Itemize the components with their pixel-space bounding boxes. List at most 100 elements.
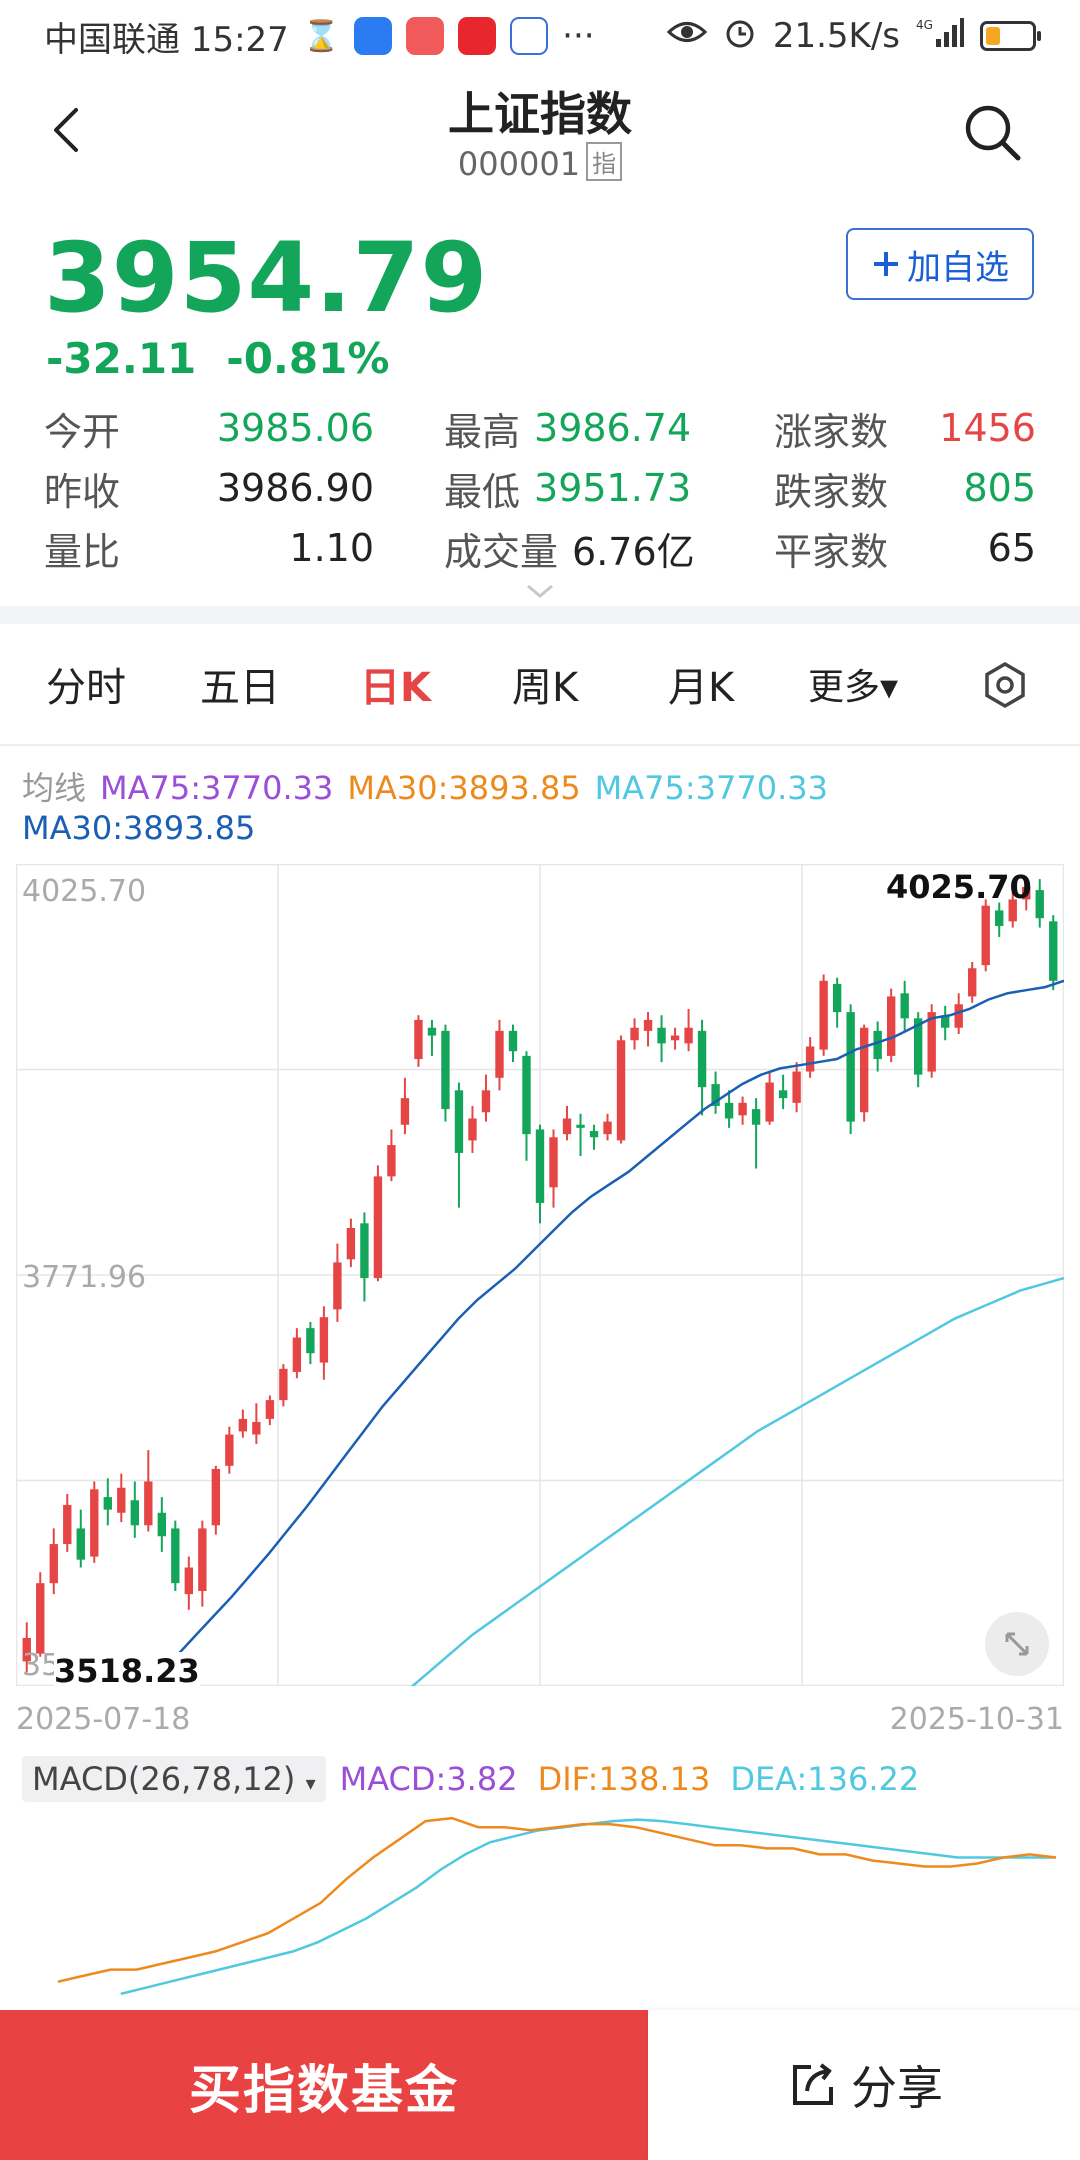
candle-body [697,1030,707,1088]
stock-code: 000001 指 [0,142,1080,183]
candle-body [1035,890,1044,919]
battery-icon [980,21,1041,51]
candle-body [1022,886,1031,900]
price-change: -32.11 -0.81% [46,334,389,383]
candle-body [968,968,977,997]
candle-body [76,1528,85,1560]
tab-monthly-k[interactable]: 月K [668,665,735,711]
candle-body [495,1030,504,1078]
tab-weekly-k[interactable]: 周K [512,665,579,711]
carrier-time: 中国联通 15:27 [44,19,289,60]
candle-body [157,1512,167,1537]
candle-body [90,1489,99,1557]
candle-body [657,1027,666,1044]
candle-body [103,1497,112,1510]
baidu-app-icon [510,17,549,55]
network-speed: 21.5K/s [772,16,900,56]
candle-body [1008,899,1017,922]
quote-stats: 今开 3985.06 最高 3986.74 涨家数 1456 昨收 3986.90 最低… [44,398,1036,578]
candle-body [819,980,828,1050]
fullscreen-button[interactable] [985,1612,1049,1676]
tab-more[interactable]: 更多▾ [808,667,899,708]
stat-value: 3986.74 [534,406,692,450]
macd-selector-label: MACD(26,78,12) [32,1760,296,1798]
candle-body [117,1487,126,1513]
candle-body [238,1418,248,1432]
add-watchlist-label: 加自选 [907,247,1009,288]
stat-open: 今开 3985.06 [44,401,374,456]
change-value: -32.11 [46,334,197,383]
candle-body [198,1528,207,1591]
stat-label: 量比 [44,529,121,574]
max-price-marker: 4025.70 [886,868,1032,906]
macd-selector[interactable]: MACD(26,78,12) ▾ [22,1756,326,1802]
candle-body [49,1544,58,1584]
candle-body [225,1434,234,1466]
status-left: 中国联通 15:27 ⌛ ··· [44,12,595,61]
tab-five-day[interactable]: 五日 [200,665,280,711]
chart-grid [16,864,1064,1686]
search-button[interactable] [960,100,1024,164]
ma-legend-item: MA75:3770.33 [100,769,334,807]
stats-row: 昨收 3986.90 最低 3951.73 跌家数 805 [44,458,1036,518]
stat-value: 3951.73 [534,466,692,510]
candle-body [684,1027,693,1044]
candle-body [643,1019,653,1031]
status-bar: 中国联通 15:27 ⌛ ··· 21.5K/s 4G [0,0,1080,72]
candle-body [981,905,990,966]
candle-body [927,1012,936,1072]
tab-intraday[interactable]: 分时 [46,665,126,711]
candle-body [171,1528,180,1584]
candles [22,878,1058,1673]
stat-value: 1456 [939,406,1036,450]
candle-body [22,1637,31,1662]
candle-body [778,1090,788,1099]
chart-settings-button[interactable] [980,660,1030,710]
stat-label: 成交量 [444,529,559,574]
section-divider [0,606,1080,624]
candle-body [873,1030,882,1060]
candle-body [630,1027,639,1041]
candle-body [549,1137,558,1188]
ma-legend-label: 均线 [22,769,87,807]
stat-value: 1.10 [289,526,374,570]
candle-body [792,1071,801,1103]
candle-body [63,1504,72,1545]
page-title: 上证指数 [448,87,632,141]
stat-value: 3985.06 [216,406,374,450]
candle-body [441,1030,450,1110]
add-watchlist-button[interactable]: 加自选 [846,228,1034,300]
status-right: 21.5K/s 4G [666,15,1041,58]
stat-label: 最高 [444,409,521,454]
share-button[interactable]: 分享 [648,2010,1080,2160]
candle-body [724,1102,734,1119]
stat-label: 涨家数 [774,409,889,454]
current-price: 3954.79 [44,222,489,334]
candle-body [292,1337,302,1372]
expand-arrows-icon [1005,1632,1029,1656]
candle-body [508,1030,518,1052]
stat-prev-close: 昨收 3986.90 [44,461,374,516]
candle-body [805,1046,815,1072]
ma-legend: 均线 MA75:3770.33 MA30:3893.85 MA75:3770.33 M… [22,768,1062,848]
y-mid-label: 3771.96 [22,1260,147,1295]
buy-index-fund-button[interactable]: 买指数基金 [0,2010,648,2160]
candle-body [387,1145,396,1177]
ma30-line [147,979,1064,1686]
stat-advancers: 涨家数 1456 [774,401,1036,456]
expand-chevron-icon[interactable] [522,580,558,602]
huawei-app-icon [406,17,445,55]
back-button[interactable] [40,102,96,158]
bottom-action-bar: 买指数基金 分享 [0,2010,1080,2160]
ma-legend-item: MA30:3893.85 [22,809,256,847]
candle-body [859,1027,869,1113]
candle-body [616,1040,626,1141]
ma-legend-item: MA75:3770.33 [594,769,828,807]
candle-body [346,1228,356,1260]
candlestick-chart[interactable] [16,864,1064,1686]
stock-code-text: 000001 [457,145,581,183]
network-type: 4G [916,18,933,32]
candle-body [319,1317,329,1363]
candle-body [306,1328,315,1354]
